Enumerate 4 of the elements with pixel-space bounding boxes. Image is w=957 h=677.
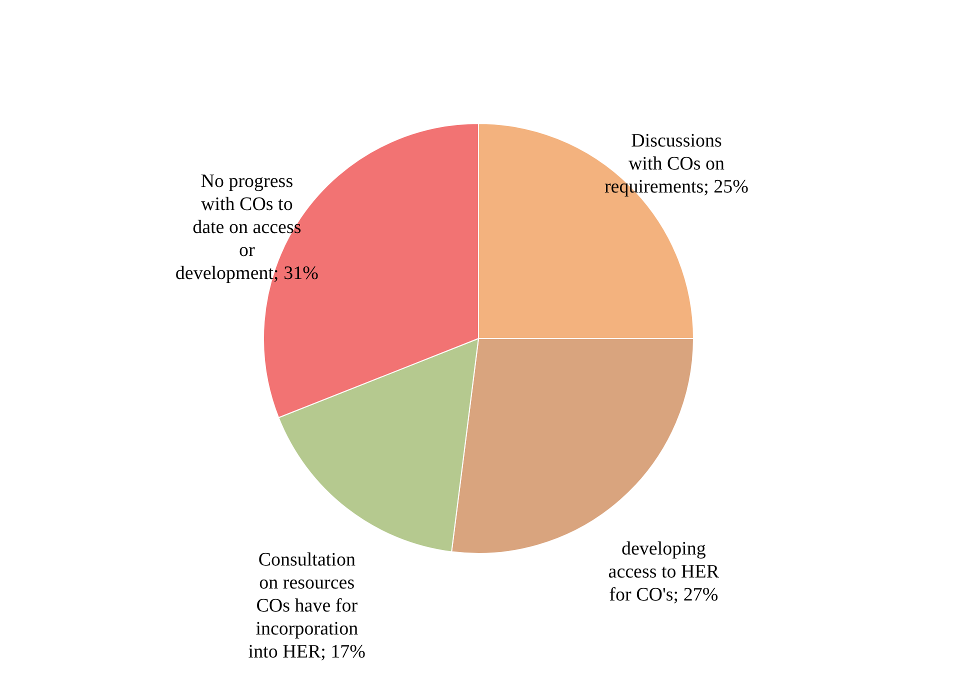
slice-label: No progress with COs to date on access or development; 31% (175, 171, 319, 284)
slice-label: developing access to HER for CO's; 27% (608, 538, 720, 606)
slice-label: Discussions with COs on requirements; 25% (604, 130, 749, 198)
slice-label: Consultation on resources COs have for incorporation into HER; 17% (248, 550, 366, 663)
